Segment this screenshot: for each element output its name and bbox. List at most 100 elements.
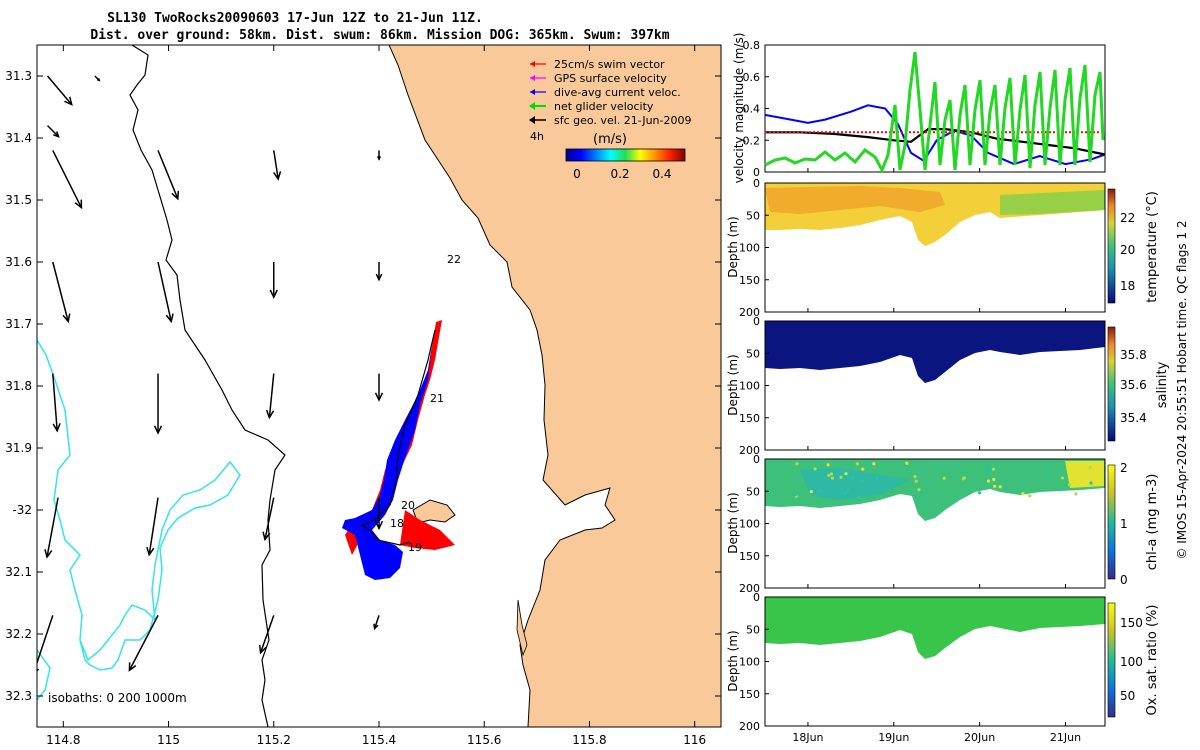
day-label: 20 bbox=[401, 499, 415, 512]
chla-speckle bbox=[829, 472, 834, 476]
chla-speckle bbox=[919, 492, 923, 496]
geo-vector-arrow bbox=[269, 262, 278, 299]
geo-vector-head bbox=[265, 409, 275, 420]
copyright-footer: © IMOS 15-Apr-2024 20:55:51 Hobart time.… bbox=[1175, 220, 1189, 559]
geo-vector-head bbox=[146, 546, 155, 557]
geo-vector-head bbox=[52, 423, 61, 433]
legend-label-net: net glider velocity bbox=[554, 100, 654, 113]
chla-speckle bbox=[978, 491, 982, 495]
legend-label-gps: GPS surface velocity bbox=[554, 72, 667, 85]
geo-vector-arrow bbox=[146, 497, 159, 557]
geo-vector-arrow bbox=[374, 373, 384, 402]
chla-speckles bbox=[793, 461, 1093, 501]
oxygen-label: Ox. sat. ratio (%) bbox=[1145, 605, 1160, 716]
oxygen-cticks: 50 100 150 bbox=[1120, 616, 1143, 703]
legend-item: GPS surface velocity bbox=[530, 72, 667, 85]
title-line-1: SL130 TwoRocks20090603 17-Jun 12Z to 21-… bbox=[107, 11, 483, 26]
salinity-ctick: 35.8 bbox=[1120, 348, 1147, 362]
chla-speckle bbox=[872, 462, 876, 466]
geo-vector-head bbox=[96, 78, 101, 82]
depth-tick-label: 150 bbox=[739, 550, 760, 563]
chla-ctick: 1 bbox=[1120, 517, 1128, 531]
geo-vector-arrow bbox=[374, 497, 384, 531]
geo-vector-head bbox=[62, 313, 71, 324]
geo-vector-arrow bbox=[46, 75, 73, 106]
chla-speckle bbox=[951, 462, 955, 466]
map-longitude-axis: 114.8 115 115.2 115.4 115.6 115.8 116 bbox=[46, 45, 706, 747]
geo-vector-arrow bbox=[128, 615, 159, 672]
geo-vector-arrow bbox=[157, 261, 174, 324]
chla-speckle bbox=[796, 475, 801, 480]
geo-vector-shaft bbox=[46, 75, 73, 106]
temperature-cticks: 18 20 22 bbox=[1120, 211, 1135, 293]
legend-arrowhead bbox=[529, 102, 535, 110]
temperature-ctick: 22 bbox=[1120, 211, 1135, 225]
chla-speckle bbox=[930, 481, 934, 485]
depth-ylabel: Depth (m) bbox=[726, 354, 740, 415]
oxygen-ctick: 50 bbox=[1120, 689, 1135, 703]
depth-ylabel: Depth (m) bbox=[726, 216, 740, 277]
velocity-tick-label: 0.4 bbox=[743, 103, 761, 116]
geo-vector-head bbox=[373, 623, 379, 631]
lon-tick-label: 115.2 bbox=[257, 733, 291, 747]
chla-speckle bbox=[905, 461, 909, 465]
chla-speckle bbox=[793, 493, 798, 497]
geo-vector-head bbox=[128, 662, 137, 672]
lat-tick-label: 31.7 bbox=[5, 317, 32, 331]
geo-vector-arrow bbox=[376, 150, 382, 161]
map-latitude-axis: 31.3 31.4 31.5 31.6 31.7 31.8 31.9 -32 32.1 32.2 3… bbox=[5, 69, 721, 703]
geo-vector-head bbox=[262, 531, 271, 542]
chla-speckle bbox=[1018, 484, 1023, 489]
depth-tick-label: 100 bbox=[739, 380, 760, 393]
chla-speckle bbox=[914, 479, 918, 483]
velocity-y-axis: 0 0.2 0.4 0.6 0.8 bbox=[743, 39, 769, 179]
chla-speckle bbox=[861, 467, 865, 471]
chla-speckle bbox=[922, 497, 926, 501]
oxygen-colorbar bbox=[1107, 602, 1116, 718]
chla-speckle bbox=[915, 469, 919, 473]
geo-vector-shaft bbox=[273, 150, 279, 180]
chla-speckle bbox=[827, 473, 831, 477]
glider-track-line bbox=[360, 329, 436, 546]
chla-speckle bbox=[1089, 481, 1093, 485]
legend-arrowhead bbox=[530, 75, 535, 81]
legend-item: dive-avg current veloc. bbox=[530, 86, 681, 99]
velocity-axes-frame bbox=[764, 44, 1106, 173]
lat-tick-label: 31.4 bbox=[5, 131, 32, 145]
geo-vector-arrow bbox=[52, 261, 71, 324]
legend-item: sfc geo. vel. 21-Jun-2009 bbox=[529, 114, 691, 127]
geo-vector-shaft bbox=[52, 261, 69, 322]
lat-tick-label: 31.5 bbox=[5, 193, 32, 207]
temperature-warm-patch bbox=[765, 186, 945, 214]
geo-vector-shaft bbox=[46, 497, 59, 558]
lon-tick-label: 115.4 bbox=[362, 733, 396, 747]
chla-speckle bbox=[1021, 492, 1025, 496]
garden-island bbox=[516, 599, 528, 657]
depth-tick-label: 150 bbox=[739, 412, 760, 425]
isobath-1000m bbox=[37, 339, 241, 671]
geo-vector-shaft bbox=[37, 615, 54, 666]
depth-tick-label: 200 bbox=[739, 582, 760, 595]
geo-vector-head bbox=[376, 156, 382, 161]
chla-speckle bbox=[942, 476, 946, 480]
legend-arrowhead bbox=[530, 61, 535, 67]
geo-vector-arrow bbox=[157, 150, 180, 201]
chla-speckle bbox=[839, 475, 843, 479]
depth-tick-label: 100 bbox=[739, 518, 760, 531]
legend-arrowhead bbox=[529, 116, 535, 124]
temperature-ctick: 18 bbox=[1120, 279, 1135, 293]
chla-speckle bbox=[860, 479, 864, 483]
geo-vector-shaft bbox=[52, 373, 58, 431]
map-legend: 25cm/s swim vector GPS surface velocity … bbox=[529, 58, 691, 181]
chla-speckle bbox=[1016, 489, 1020, 493]
depth-tick-label: 0 bbox=[753, 177, 760, 190]
chla-speckle bbox=[993, 484, 997, 488]
geo-vector-arrow bbox=[265, 373, 275, 420]
chla-speckle bbox=[961, 477, 965, 481]
chla-speckle bbox=[917, 488, 921, 492]
chla-speckle bbox=[795, 462, 799, 466]
geo-vector-head bbox=[44, 549, 53, 559]
chla-speckle bbox=[1067, 483, 1072, 487]
chla-speckle bbox=[855, 462, 859, 466]
